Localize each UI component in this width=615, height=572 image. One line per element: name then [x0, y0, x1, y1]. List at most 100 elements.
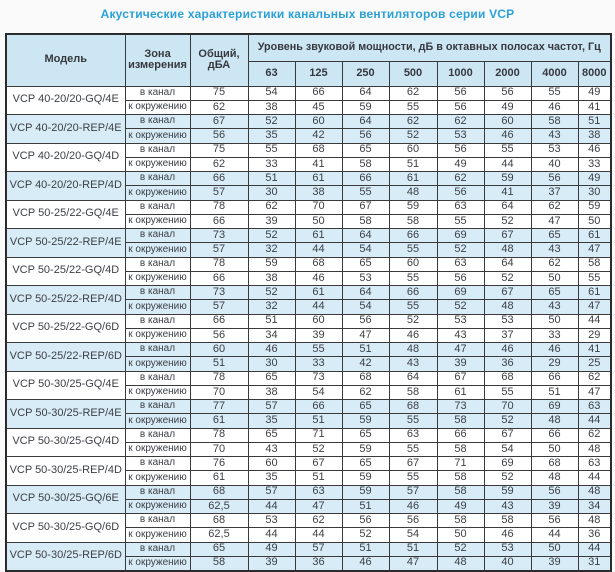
spl-value-cell: 65: [341, 256, 390, 272]
spl-value-cell: 56: [436, 99, 485, 116]
spl-value-cell: 67: [388, 455, 438, 472]
spl-value-cell: 48: [388, 341, 438, 358]
spl-value-cell: 56: [483, 85, 532, 101]
spl-value-cell: 43: [247, 441, 296, 458]
spl-value-cell: 43: [530, 242, 579, 258]
spl-value-cell: 52: [483, 470, 532, 486]
spl-value-cell: 44: [577, 313, 612, 329]
zone-cell: в канал: [124, 484, 191, 500]
spl-value-cell: 36: [577, 527, 612, 543]
zone-cell: к окружению: [124, 356, 191, 372]
spl-value-cell: 50: [530, 441, 579, 458]
spl-value-cell: 47: [577, 242, 612, 258]
spl-value-cell: 46: [483, 527, 532, 543]
total-dba-cell: 68: [189, 512, 249, 529]
total-dba-cell: 78: [189, 427, 249, 443]
col-header-total-dba: Общий, дБА: [189, 33, 249, 87]
spl-value-cell: 44: [530, 527, 579, 543]
model-cell: VCP 50-30/25-GQ/6E: [5, 484, 126, 514]
spl-value-cell: 54: [483, 441, 532, 458]
spl-value-cell: 62: [436, 170, 485, 187]
total-dba-cell: 73: [189, 227, 249, 244]
spl-value-cell: 55: [341, 185, 390, 201]
zone-cell: к окружению: [124, 555, 191, 572]
spl-value-cell: 46: [530, 99, 579, 116]
spl-value-cell: 59: [341, 484, 390, 500]
spl-value-cell: 48: [436, 555, 485, 572]
spl-value-cell: 34: [577, 498, 612, 515]
zone-cell: в канал: [124, 313, 191, 329]
model-cell: VCP 50-25/22-REP/4E: [5, 228, 126, 258]
spl-value-cell: 47: [341, 327, 390, 344]
spl-value-cell: 60: [388, 142, 438, 158]
spl-value-cell: 64: [341, 113, 390, 130]
spl-value-cell: 52: [436, 299, 485, 315]
total-dba-cell: 66: [189, 313, 249, 329]
table-row: к окружению 62 33 41 58 51 49 44 40 33: [6, 156, 612, 173]
spl-value-cell: 44: [247, 527, 296, 543]
col-header-sound-power: Уровень звуковой мощности, дБ в октавных…: [247, 33, 612, 62]
spl-value-cell: 70: [294, 199, 343, 215]
zone-cell: в канал: [124, 170, 191, 187]
spl-value-cell: 61: [436, 384, 485, 401]
zone-cell: к окружению: [124, 299, 191, 315]
spl-value-cell: 64: [483, 199, 532, 215]
spl-value-cell: 57: [294, 541, 343, 557]
zone-cell: к окружению: [124, 384, 191, 401]
table-row: VCP 40-20/20-GQ/4E в канал 75 54 66 64 62 56 56 5…: [5, 85, 612, 115]
zone-cell: к окружению: [124, 498, 191, 515]
spl-value-cell: 58: [483, 512, 532, 529]
spl-value-cell: 33: [247, 156, 296, 173]
model-cell: VCP 50-30/25-GQ/4E: [5, 370, 126, 400]
spl-value-cell: 53: [483, 313, 532, 329]
spl-value-cell: 41: [577, 99, 612, 116]
header-row-2: 63 125 250 500 1000 2000 4000 8000: [6, 60, 612, 87]
zone-cell: в канал: [124, 341, 191, 358]
table-row: к окружению 62,5 44 44 52 54 50 46 44 36: [6, 527, 612, 543]
table-row: VCP 50-25/22-REP/4E в канал 73 52 61 64 66 69 67…: [5, 227, 612, 258]
spl-value-cell: 62: [530, 199, 579, 215]
freq-header-4000: 4000: [530, 60, 579, 87]
spl-value-cell: 44: [247, 498, 296, 515]
total-dba-cell: 61: [189, 413, 249, 429]
spl-value-cell: 49: [436, 498, 485, 515]
spl-value-cell: 52: [247, 113, 296, 130]
total-dba-cell: 60: [189, 341, 249, 358]
acoustic-characteristics-table: Модель Зона измерения Общий, дБА Уровень…: [5, 33, 613, 572]
spl-value-cell: 63: [388, 427, 438, 443]
spl-value-cell: 67: [294, 455, 343, 472]
total-dba-cell: 78: [189, 370, 249, 386]
spl-value-cell: 62: [294, 512, 343, 529]
spl-value-cell: 57: [247, 484, 296, 500]
table-row: VCP 50-30/25-REP/6D в канал 65 49 57 51 51 52 53…: [5, 541, 612, 571]
spl-value-cell: 59: [341, 441, 390, 458]
spl-value-cell: 51: [294, 413, 343, 429]
spl-value-cell: 44: [577, 470, 612, 486]
spl-value-cell: 69: [436, 284, 485, 301]
spl-value-cell: 56: [436, 270, 485, 287]
spl-value-cell: 38: [577, 128, 612, 144]
spl-value-cell: 38: [247, 99, 296, 116]
table-row: VCP 40-20/20-GQ/4D в канал 75 55 68 65 60 56 55 5…: [5, 142, 612, 172]
spl-value-cell: 54: [247, 85, 296, 101]
spl-value-cell: 47: [577, 299, 612, 315]
spl-value-cell: 33: [577, 156, 612, 173]
zone-cell: в канал: [124, 85, 191, 101]
total-dba-cell: 78: [189, 256, 249, 272]
spl-value-cell: 65: [341, 142, 390, 158]
spl-value-cell: 59: [577, 199, 612, 215]
spl-value-cell: 68: [483, 370, 532, 386]
spl-value-cell: 30: [247, 185, 296, 201]
spl-value-cell: 55: [294, 341, 343, 358]
spl-value-cell: 66: [294, 85, 343, 101]
spl-value-cell: 53: [436, 313, 485, 329]
spl-value-cell: 66: [530, 427, 579, 443]
total-dba-cell: 61: [189, 470, 249, 486]
spl-value-cell: 62: [388, 113, 438, 130]
model-cell: VCP 40-20/20-GQ/4E: [5, 85, 126, 115]
spl-value-cell: 51: [388, 541, 438, 557]
spl-value-cell: 31: [577, 555, 612, 572]
freq-header-8000: 8000: [577, 60, 612, 87]
spl-value-cell: 67: [341, 199, 390, 215]
table-row: VCP 50-30/25-GQ/6D в канал 68 53 62 56 56 58 58 5…: [5, 512, 612, 543]
